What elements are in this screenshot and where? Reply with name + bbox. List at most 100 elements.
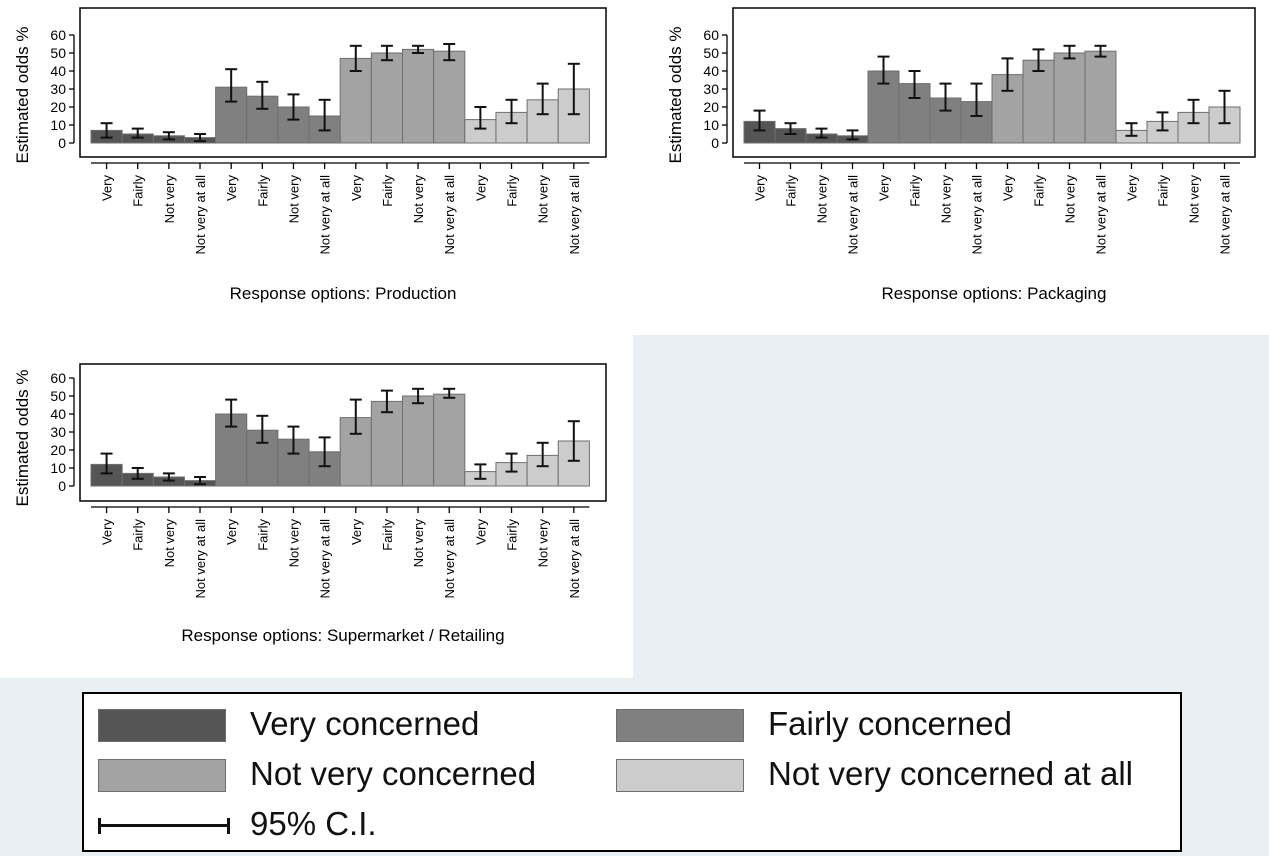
- x-axis-label: Response options: Supermarket / Retailin…: [181, 626, 504, 645]
- x-tick-label: Not very at all: [442, 175, 457, 255]
- x-tick-label: Not very: [286, 175, 301, 224]
- legend: Very concerned Fairly concerned Not very…: [82, 692, 1182, 852]
- charts-canvas: 0 10 20 30 40 50 60 Estimated odds % Very Fairly N…: [13, 7, 1256, 645]
- y-tick-label: 60: [703, 27, 719, 43]
- x-tick-label: Very: [473, 519, 488, 546]
- x-tick-label: Fairly: [908, 175, 923, 207]
- x-tick-label: Very: [100, 175, 115, 202]
- x-tick-label: Not very: [536, 519, 551, 568]
- x-tick-label: Fairly: [505, 519, 520, 551]
- x-tick-label: Not very at all: [970, 175, 985, 255]
- y-tick-label: 10: [703, 117, 719, 133]
- x-tick-label: Not very at all: [567, 519, 582, 599]
- y-tick-label: 50: [703, 45, 719, 61]
- y-tick-label: 10: [50, 117, 66, 133]
- y-tick-label: 0: [58, 135, 66, 151]
- x-tick-label: Very: [224, 175, 239, 202]
- x-tick-label: Very: [349, 519, 364, 546]
- bar-fairly-concerned-very: [215, 86, 248, 144]
- x-tick-label: Not very at all: [318, 175, 333, 255]
- legend-swatch-not-very-concerned-at-all: [616, 759, 744, 792]
- bar-not-very-concerned-very: [339, 57, 372, 144]
- x-tick-label: Fairly: [380, 519, 395, 551]
- y-tick-label: 20: [50, 442, 66, 458]
- x-tick-label: Fairly: [255, 519, 270, 551]
- plot-frame: [79, 363, 607, 502]
- bar-not-very-concerned-not-very: [402, 48, 435, 144]
- x-tick-label: Not very: [411, 519, 426, 568]
- x-tick-label: Not very at all: [567, 175, 582, 255]
- y-tick-label: 50: [50, 45, 66, 61]
- x-tick-label: Not very at all: [193, 519, 208, 599]
- chart-1: 0 10 20 30 40 50 60 Estimated odds % Very Fairly N…: [13, 7, 607, 303]
- y-axis-label: Estimated odds %: [13, 369, 32, 506]
- x-tick-label: Not very at all: [442, 519, 457, 599]
- legend-label: Fairly concerned: [768, 705, 1012, 742]
- ci-bar-icon: [98, 818, 230, 834]
- x-tick-label: Not very at all: [846, 175, 861, 255]
- x-tick-label: Not very: [286, 519, 301, 568]
- legend-label-ci: 95% C.I.: [250, 805, 377, 842]
- chart-2: 0 10 20 30 40 50 60 Estimated odds % Very Fairly N…: [666, 7, 1256, 303]
- y-tick-label: 30: [50, 81, 66, 97]
- x-tick-label: Fairly: [1156, 175, 1171, 207]
- x-tick-label: Not very at all: [1094, 175, 1109, 255]
- y-tick-label: 60: [50, 27, 66, 43]
- y-tick-label: 20: [50, 99, 66, 115]
- x-tick-label: Very: [1001, 175, 1016, 202]
- bar-not-very-concerned-not-very-at-all: [433, 50, 466, 144]
- x-axis-label: Response options: Packaging: [882, 284, 1107, 303]
- y-tick-label: 0: [58, 478, 66, 494]
- plot-frame: [79, 7, 607, 158]
- bar-not-very-concerned-not-very-at-all: [1084, 50, 1117, 144]
- legend-swatch-fairly-concerned: [616, 709, 744, 742]
- x-tick-label: Fairly: [255, 175, 270, 207]
- x-tick-label: Not very: [1187, 175, 1202, 224]
- y-tick-label: 20: [703, 99, 719, 115]
- x-tick-label: Fairly: [505, 175, 520, 207]
- x-tick-label: Fairly: [380, 175, 395, 207]
- legend-label: Not very concerned at all: [768, 755, 1134, 792]
- y-tick-label: 40: [50, 406, 66, 422]
- x-tick-label: Not very: [536, 175, 551, 224]
- x-axis-label: Response options: Production: [230, 284, 457, 303]
- plot-frame: [732, 7, 1256, 158]
- x-tick-label: Not very: [162, 175, 177, 224]
- x-tick-label: Fairly: [1032, 175, 1047, 207]
- y-axis-label: Estimated odds %: [13, 26, 32, 163]
- x-tick-label: Not very: [411, 175, 426, 224]
- x-tick-label: Not very: [939, 175, 954, 224]
- legend-swatch-very-concerned: [98, 709, 226, 742]
- x-tick-label: Very: [100, 519, 115, 546]
- chart-3: 0 10 20 30 40 50 60 Estimated odds % Very Fairly N…: [13, 363, 607, 645]
- bar-not-very-concerned-at-all-not-very-at-all: [1208, 106, 1241, 144]
- bar-not-very-concerned-fairly: [1022, 59, 1055, 144]
- legend-label: Very concerned: [250, 705, 480, 742]
- x-tick-label: Not very: [162, 519, 177, 568]
- y-tick-label: 30: [703, 81, 719, 97]
- x-tick-label: Fairly: [784, 175, 799, 207]
- x-tick-label: Fairly: [131, 519, 146, 551]
- x-tick-label: Very: [1125, 175, 1140, 202]
- x-tick-label: Fairly: [131, 175, 146, 207]
- x-tick-label: Very: [753, 175, 768, 202]
- y-tick-label: 0: [711, 135, 719, 151]
- x-tick-label: Not very: [815, 175, 830, 224]
- bar-not-very-concerned-not-very: [1053, 52, 1086, 144]
- y-tick-label: 60: [50, 370, 66, 386]
- x-tick-label: Very: [473, 175, 488, 202]
- y-tick-label: 30: [50, 424, 66, 440]
- y-axis-label: Estimated odds %: [666, 26, 685, 163]
- x-tick-label: Very: [877, 175, 892, 202]
- y-tick-label: 40: [50, 63, 66, 79]
- x-tick-label: Not very at all: [193, 175, 208, 255]
- y-tick-label: 50: [50, 388, 66, 404]
- x-tick-label: Not very at all: [1218, 175, 1233, 255]
- legend-label: Not very concerned: [250, 755, 537, 792]
- y-tick-label: 10: [50, 460, 66, 476]
- legend-swatch-not-very-concerned: [98, 759, 226, 792]
- y-tick-label: 40: [703, 63, 719, 79]
- x-tick-label: Not very: [1063, 175, 1078, 224]
- x-tick-label: Not very at all: [318, 519, 333, 599]
- x-tick-label: Very: [224, 519, 239, 546]
